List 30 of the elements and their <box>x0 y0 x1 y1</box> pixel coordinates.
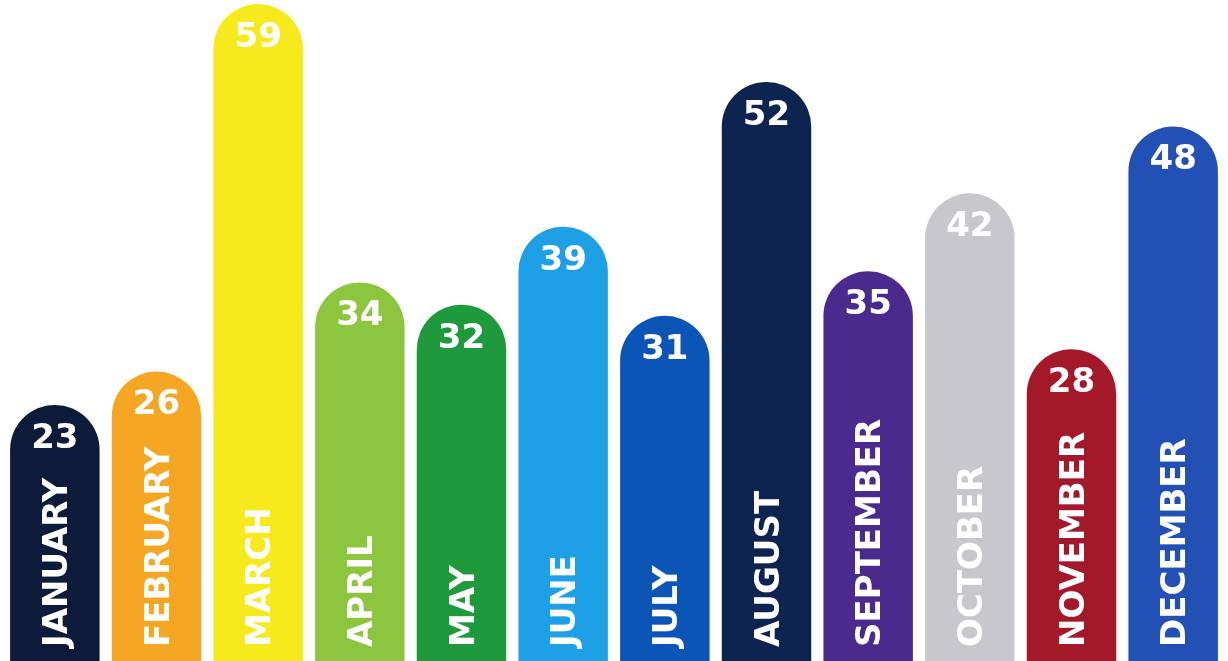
data-label: 32 <box>437 315 486 356</box>
bar <box>620 315 710 661</box>
data-label: 31 <box>641 326 689 367</box>
x-tick-label: NOVEMBER <box>1051 431 1092 647</box>
bar <box>518 226 608 661</box>
data-label: 28 <box>1047 360 1096 401</box>
x-tick-label: APRIL <box>339 535 380 647</box>
bar <box>721 81 812 661</box>
data-label: 23 <box>31 415 79 456</box>
data-label: 52 <box>742 92 791 133</box>
data-label: 35 <box>844 282 892 323</box>
bar <box>416 304 507 661</box>
bar <box>925 193 1015 661</box>
data-label: 48 <box>1149 137 1197 178</box>
data-label: 39 <box>539 237 587 278</box>
data-label: 59 <box>234 15 282 55</box>
x-tick-label: JUNE <box>543 555 584 649</box>
x-tick-label: FEBRUARY <box>136 446 177 647</box>
bar <box>315 282 405 661</box>
bar <box>213 4 303 661</box>
x-tick-label: AUGUST <box>746 490 787 647</box>
data-label: 34 <box>336 293 384 334</box>
x-tick-label: JANUARY <box>34 477 75 649</box>
bar <box>1128 126 1218 661</box>
x-tick-label: SEPTEMBER <box>848 418 889 647</box>
x-tick-label: MAY <box>441 565 482 647</box>
x-tick-label: JULY <box>644 565 685 649</box>
x-tick-label: MARCH <box>238 507 279 647</box>
data-label: 26 <box>132 382 181 423</box>
x-tick-label: DECEMBER <box>1153 438 1194 647</box>
